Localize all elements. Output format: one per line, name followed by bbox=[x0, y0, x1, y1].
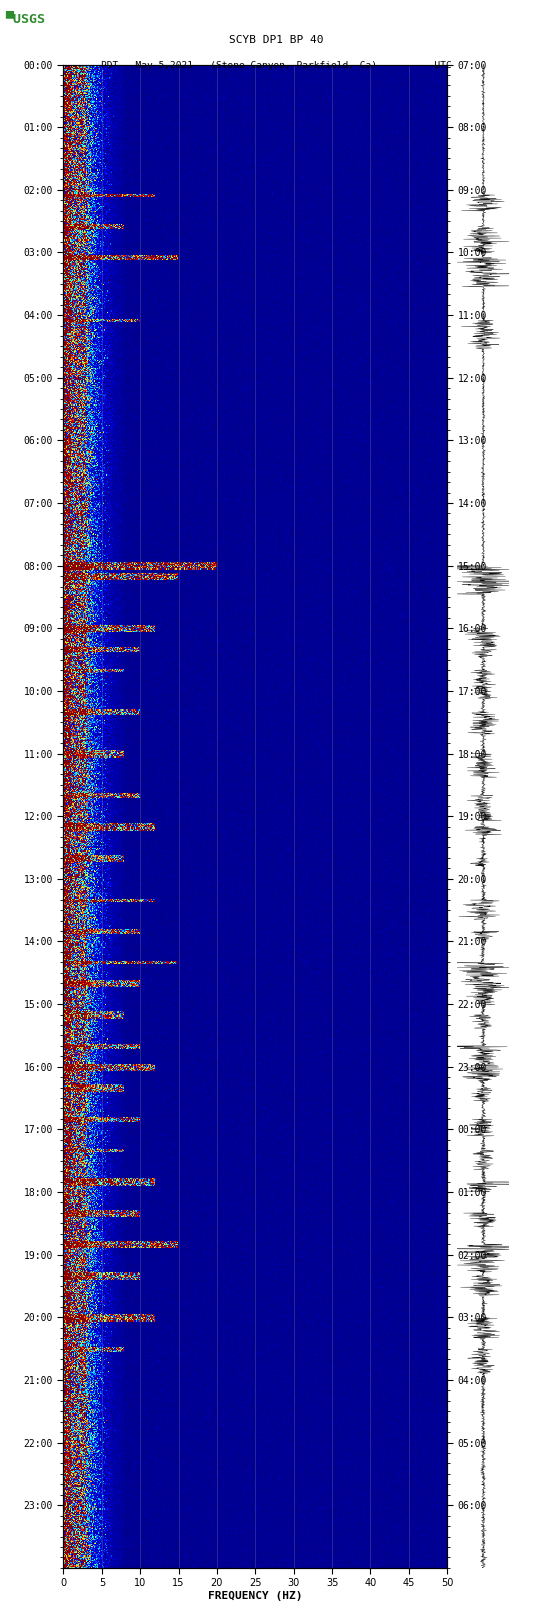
X-axis label: FREQUENCY (HZ): FREQUENCY (HZ) bbox=[208, 1590, 302, 1602]
Text: PDT   May 5,2021   (Stone Canyon, Parkfield, Ca)          UTC: PDT May 5,2021 (Stone Canyon, Parkfield,… bbox=[100, 61, 452, 71]
Text: SCYB DP1 BP 40: SCYB DP1 BP 40 bbox=[229, 35, 323, 45]
Text: ▀USGS: ▀USGS bbox=[6, 13, 45, 26]
